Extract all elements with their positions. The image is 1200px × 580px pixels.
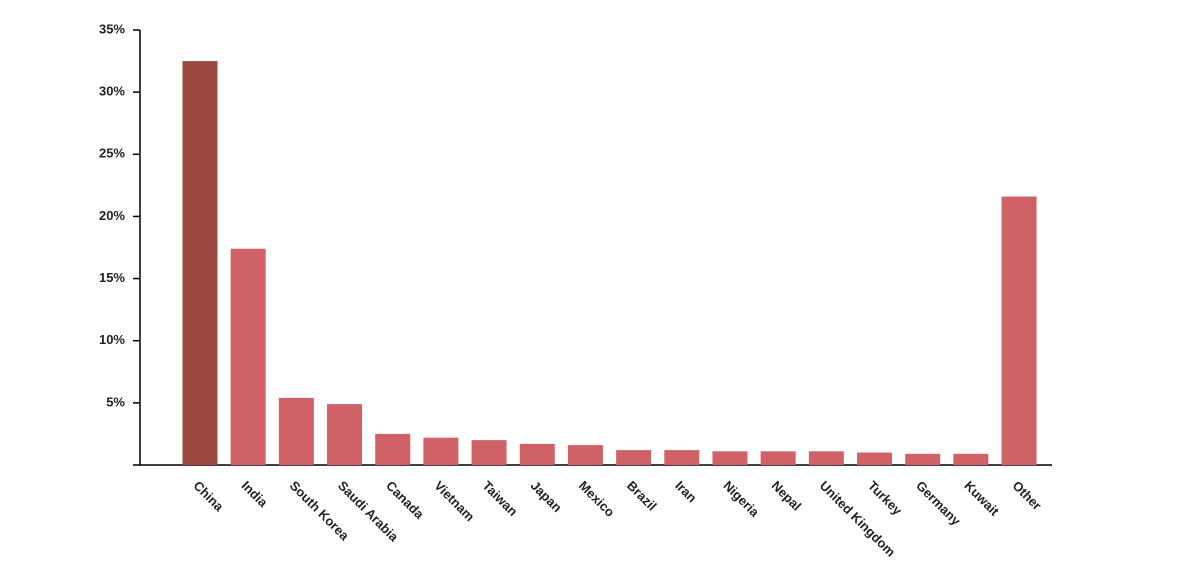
x-tick-label: Mexico — [576, 478, 618, 520]
bar — [616, 450, 652, 465]
bar — [519, 443, 555, 465]
y-tick-label: 30% — [99, 84, 125, 99]
x-tick-label: Germany — [913, 478, 964, 529]
bar — [327, 404, 363, 465]
bar — [712, 451, 748, 465]
x-tick-label: Kuwait — [961, 478, 1002, 519]
bar — [857, 452, 893, 465]
x-tick-label: Turkey — [865, 478, 906, 519]
bar — [423, 437, 459, 465]
y-tick-label: 35% — [99, 21, 125, 36]
bar — [375, 433, 411, 465]
x-tick-label: India — [239, 478, 272, 511]
y-tick-label: 5% — [106, 394, 125, 409]
bar — [953, 453, 989, 465]
x-tick-label: Nigeria — [720, 478, 762, 520]
x-tick-label: Nepal — [769, 478, 805, 514]
bar — [471, 440, 507, 465]
y-tick-label: 25% — [99, 146, 125, 161]
x-tick-label: Taiwan — [480, 478, 521, 519]
y-tick-label: 20% — [99, 208, 125, 223]
bar — [905, 453, 941, 465]
bar — [567, 445, 603, 465]
x-tick-label: Vietnam — [431, 478, 477, 524]
y-tick-label: 15% — [99, 270, 125, 285]
bar — [182, 61, 218, 465]
bar — [278, 397, 314, 465]
y-tick-label: 10% — [99, 332, 125, 347]
x-tick-label: Iran — [672, 478, 700, 506]
bar — [664, 450, 700, 465]
x-tick-label: China — [190, 478, 227, 515]
x-tick-label: Brazil — [624, 478, 660, 514]
x-tick-label: Japan — [528, 478, 565, 515]
x-tick-label: Canada — [383, 478, 427, 522]
bar — [760, 451, 796, 465]
bar — [808, 451, 844, 465]
x-tick-label: Other — [1010, 478, 1045, 513]
bar — [1001, 196, 1037, 466]
bar — [230, 248, 266, 465]
